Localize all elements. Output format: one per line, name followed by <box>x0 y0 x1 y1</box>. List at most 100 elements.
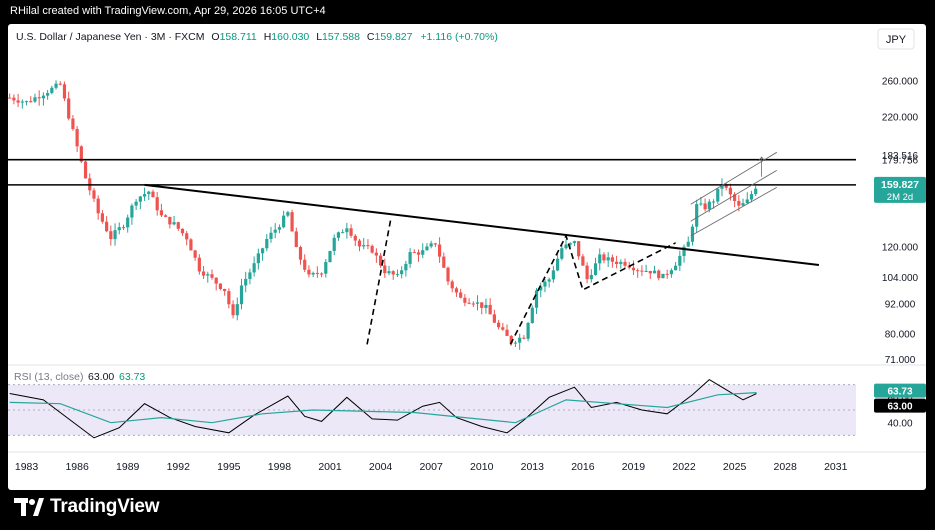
candle-body <box>223 288 227 292</box>
candle-body <box>130 205 134 218</box>
axes-layer: 260.000220.000183.516179.756151.803120.0… <box>15 76 926 473</box>
candle-body <box>126 217 130 228</box>
candle-body <box>707 201 711 210</box>
dashed-vertical-line <box>366 219 392 345</box>
candle-body <box>703 203 707 210</box>
candle-body <box>235 304 239 316</box>
chart-credit: RHilal created with TradingView.com, Apr… <box>10 5 326 17</box>
time-axis-label: 1998 <box>268 461 292 473</box>
candle-body <box>370 245 374 253</box>
price-axis-label: 260.000 <box>882 76 919 87</box>
currency-box[interactable]: JPY <box>877 28 915 50</box>
candle-body <box>54 83 58 88</box>
candle-body <box>610 257 614 262</box>
candle-body <box>29 101 33 103</box>
candle-body <box>96 198 100 214</box>
candle-body <box>539 286 543 291</box>
candle-body <box>16 100 20 103</box>
currency-label: JPY <box>886 34 907 46</box>
time-axis-label: 2031 <box>824 461 848 473</box>
close-label: C <box>367 31 375 43</box>
candle-body <box>387 271 391 274</box>
candle-body <box>534 290 539 308</box>
candle-body <box>206 274 210 276</box>
candle-body <box>501 327 505 330</box>
high-value: 160.030 <box>271 31 309 43</box>
candle-body <box>488 304 492 315</box>
low-value: 157.588 <box>322 31 360 43</box>
time-axis-label: 2010 <box>470 461 494 473</box>
candle-body <box>197 257 201 272</box>
candle-body <box>189 239 193 251</box>
candle-body <box>134 201 138 206</box>
time-axis-label: 2001 <box>318 461 342 473</box>
candle-body <box>644 270 648 272</box>
price-tag-countdown: 2M 2d <box>887 192 913 203</box>
rsi-ma-tag-value: 63.73 <box>887 387 912 398</box>
time-axis-label: 2004 <box>369 461 393 473</box>
trendline <box>144 183 820 267</box>
candle-body <box>172 222 176 225</box>
rsi-value-tag-value: 63.00 <box>887 402 912 413</box>
candle-body <box>395 274 400 276</box>
time-axis-label: 2016 <box>571 461 595 473</box>
candle-body <box>303 259 307 270</box>
candle-body <box>454 288 459 293</box>
rsi-axis-label: 40.00 <box>887 419 912 430</box>
candle-body <box>168 216 172 225</box>
candle-body <box>201 271 206 276</box>
rsi-value-tag <box>874 398 926 413</box>
candle-body <box>378 255 383 266</box>
candle-body <box>345 228 349 233</box>
candle-body <box>277 227 282 230</box>
time-axis-label: 1995 <box>217 461 241 473</box>
time-axis-label: 2025 <box>723 461 747 473</box>
candle-body <box>728 187 733 195</box>
candle-body <box>724 184 728 188</box>
candle-body <box>631 267 636 271</box>
candle-body <box>437 244 442 257</box>
candle-body <box>522 337 526 339</box>
candle-body <box>147 191 151 195</box>
candle-body <box>421 250 425 255</box>
time-axis-label: 2028 <box>774 461 798 473</box>
candle-body <box>374 252 378 256</box>
footer-brand[interactable]: TradingView <box>14 494 160 520</box>
channel-middle-line <box>690 169 777 222</box>
candle-body <box>83 161 88 179</box>
candle-body <box>733 194 737 202</box>
candle-body <box>615 261 619 264</box>
candle-body <box>547 279 551 282</box>
candle-body <box>41 95 46 99</box>
candle-body <box>210 274 214 278</box>
channel-lower-line <box>690 186 777 237</box>
instrument-name: U.S. Dollar / Japanese Yen · 3M · FXCM <box>16 31 205 43</box>
candle-body <box>749 194 754 200</box>
candle-body <box>260 248 265 254</box>
candle-body <box>652 270 657 274</box>
candle-body <box>50 87 54 94</box>
chart-canvas[interactable]: 260.000220.000183.516179.756151.803120.0… <box>8 24 926 490</box>
rsi-ma-value-legend: 63.73 <box>119 371 145 383</box>
candle-body <box>475 302 480 304</box>
candle-body <box>282 215 286 228</box>
candle-body <box>185 233 189 240</box>
candle-body <box>353 235 357 241</box>
candle-body <box>623 261 627 266</box>
candle-body <box>121 227 126 229</box>
candle-body <box>105 221 109 232</box>
candle-body <box>286 212 290 216</box>
candle-body <box>319 273 324 275</box>
candle-body <box>218 283 223 289</box>
candle-body <box>332 237 336 251</box>
candle-body <box>433 243 437 245</box>
candle-body <box>720 184 724 189</box>
price-axis-label: 92.000 <box>885 299 916 310</box>
candle-body <box>155 197 159 211</box>
candle-body <box>12 97 16 101</box>
target-arrow-head <box>758 156 765 162</box>
candle-body <box>180 228 185 234</box>
candle-body <box>661 273 665 279</box>
grid-layer <box>8 364 926 453</box>
candle-body <box>695 204 699 227</box>
